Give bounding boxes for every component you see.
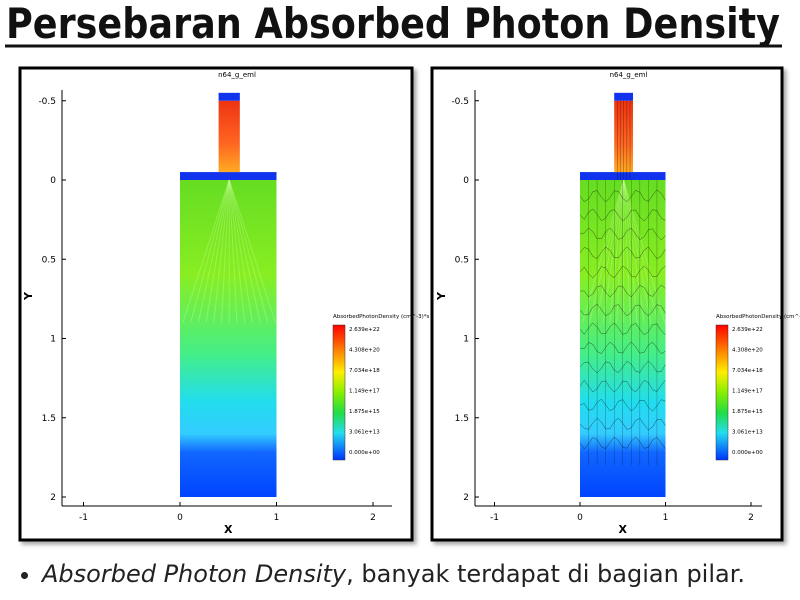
legend-colorbar — [332, 324, 346, 461]
ray — [595, 179, 625, 323]
y-tick-label: 1.5 — [455, 414, 469, 424]
y-tick-label: 0.5 — [42, 255, 56, 265]
slide-title: Persebaran Absorbed Photon Density — [6, 0, 780, 48]
ray — [623, 179, 666, 323]
ray — [588, 179, 625, 323]
ray — [623, 179, 659, 323]
pillar-cap — [614, 92, 634, 101]
legend-colorbar — [715, 324, 729, 461]
x-tick-label: 2 — [748, 513, 754, 523]
top-layer — [580, 172, 666, 180]
bullet-list: Absorbed Photon Density, banyak terdapat… — [18, 560, 800, 588]
legend-label: 7.034e+18 — [732, 368, 763, 374]
ray — [623, 179, 631, 323]
x-tick-label: -1 — [490, 513, 499, 523]
legend-label: 4.308e+20 — [349, 348, 380, 354]
ray — [228, 179, 238, 323]
ray — [582, 179, 625, 323]
ray — [228, 179, 246, 323]
y-tick-label: -0.5 — [451, 97, 469, 107]
ray — [182, 179, 230, 323]
x-tick-label: 1 — [663, 513, 669, 523]
y-tick-label: 0 — [50, 176, 56, 186]
x-tick-label: 0 — [577, 513, 583, 523]
legend-label: 1.149e+17 — [732, 389, 763, 395]
bullet-item: Absorbed Photon Density, banyak terdapat… — [42, 560, 800, 588]
x-axis-label: X — [619, 523, 628, 536]
plot-title: n64_g_eml — [610, 71, 648, 79]
legend-title: AbsorbedPhotonDensity (cm^-3)*s — [333, 314, 429, 320]
plot-title: n64_g_eml — [218, 71, 256, 79]
y-tick-label: 1 — [50, 335, 56, 345]
ray — [623, 179, 645, 323]
ray — [623, 179, 652, 323]
device-body — [180, 180, 277, 497]
legend-label: 3.061e+13 — [349, 430, 380, 436]
bullet-emphasis: Absorbed Photon Density — [42, 560, 347, 588]
ray — [623, 179, 638, 323]
ray — [190, 179, 230, 323]
legend-label: 0.000e+00 — [349, 450, 380, 456]
legend-label: 2.639e+22 — [349, 327, 380, 333]
ray — [609, 179, 625, 323]
legend-label: 0.000e+00 — [732, 450, 763, 456]
y-tick-label: 2 — [463, 493, 469, 503]
ray — [228, 179, 269, 323]
legend-label: 1.149e+17 — [349, 389, 380, 395]
ray — [220, 179, 230, 323]
bullet-text: , banyak terdapat di bagian pilar. — [346, 560, 746, 588]
legend-label: 1.875e+15 — [732, 409, 763, 415]
x-axis-label: X — [224, 523, 233, 536]
x-tick-label: -1 — [79, 513, 88, 523]
slide-graphics: Persebaran Absorbed Photon Density n64_g… — [5, 0, 800, 542]
ray — [602, 179, 625, 323]
top-layer — [180, 172, 277, 180]
y-tick-label: 1.5 — [42, 414, 56, 424]
ray — [205, 179, 230, 323]
y-tick-label: 2 — [50, 493, 56, 503]
ray — [213, 179, 230, 323]
pillar — [218, 100, 240, 173]
legend-label: 7.034e+18 — [349, 368, 380, 374]
x-tick-label: 1 — [274, 513, 280, 523]
ray — [228, 179, 277, 323]
legend-label: 3.061e+13 — [732, 430, 763, 436]
y-tick-label: 0 — [463, 176, 469, 186]
legend-label: 1.875e+15 — [349, 409, 380, 415]
x-tick-label: 2 — [370, 513, 376, 523]
ray — [228, 179, 261, 323]
pillar-cap — [218, 92, 240, 101]
y-tick-label: 0.5 — [455, 255, 469, 265]
legend-title: AbsorbedPhotonDensity (cm^-3)*s — [716, 314, 800, 320]
y-axis-label: Y — [22, 291, 35, 301]
legend-label: 2.639e+22 — [732, 327, 763, 333]
legend-label: 4.308e+20 — [732, 348, 763, 354]
ray — [228, 179, 253, 323]
y-axis-label: Y — [435, 291, 448, 301]
ray — [616, 179, 625, 323]
ray — [197, 179, 230, 323]
y-tick-label: 1 — [463, 335, 469, 345]
x-tick-label: 0 — [177, 513, 183, 523]
y-tick-label: -0.5 — [38, 97, 56, 107]
